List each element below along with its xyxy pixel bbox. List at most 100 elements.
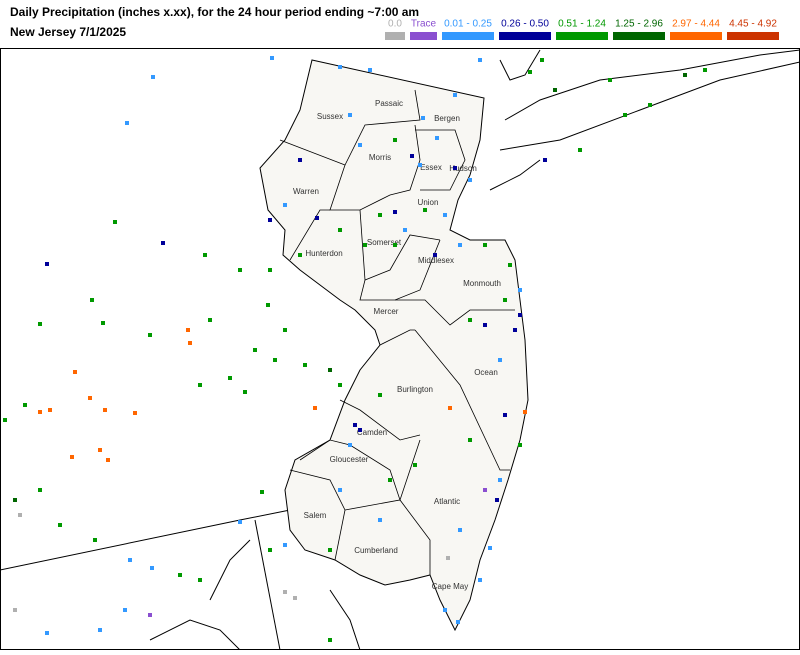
station-dot — [90, 298, 94, 302]
station-dot — [328, 368, 332, 372]
station-dot — [13, 498, 17, 502]
legend-swatch — [727, 32, 779, 40]
station-dot — [448, 406, 452, 410]
station-dot — [38, 322, 42, 326]
station-dot — [23, 403, 27, 407]
station-dot — [73, 370, 77, 374]
legend-label: Trace — [411, 19, 437, 30]
county-label: Gloucester — [330, 455, 369, 464]
station-dot — [458, 243, 462, 247]
county-label: Sussex — [317, 112, 343, 121]
station-dot — [253, 348, 257, 352]
station-dot — [268, 268, 272, 272]
county-label: Warren — [293, 187, 319, 196]
station-dot — [518, 443, 522, 447]
subtitle: New Jersey 7/1/2025 — [10, 25, 126, 39]
station-dot — [443, 608, 447, 612]
station-dot — [488, 546, 492, 550]
county-label: Passaic — [375, 99, 403, 108]
county-label: Ocean — [474, 368, 498, 377]
station-dot — [273, 358, 277, 362]
station-dot — [313, 406, 317, 410]
legend-label: 4.45 - 4.92 — [729, 19, 777, 30]
station-dot — [270, 56, 274, 60]
station-dot — [703, 68, 707, 72]
station-dot — [410, 154, 414, 158]
station-dot — [423, 208, 427, 212]
station-dot — [128, 558, 132, 562]
station-dot — [98, 628, 102, 632]
station-dot — [378, 393, 382, 397]
station-dot — [468, 178, 472, 182]
station-dot — [368, 68, 372, 72]
station-dot — [553, 88, 557, 92]
county-label: Middlesex — [418, 256, 454, 265]
station-dot — [70, 455, 74, 459]
stations — [3, 56, 707, 642]
station-dot — [3, 418, 7, 422]
legend-label: 0.01 - 0.25 — [444, 19, 492, 30]
station-dot — [338, 383, 342, 387]
station-dot — [498, 358, 502, 362]
station-dot — [266, 303, 270, 307]
station-dot — [208, 318, 212, 322]
station-dot — [125, 121, 129, 125]
station-dot — [293, 596, 297, 600]
county-label: Union — [418, 198, 439, 207]
station-dot — [13, 608, 17, 612]
county-label: Hunterdon — [305, 249, 342, 258]
station-dot — [148, 333, 152, 337]
station-dot — [133, 411, 137, 415]
station-dot — [283, 590, 287, 594]
station-dot — [260, 490, 264, 494]
station-dot — [148, 613, 152, 617]
station-dot — [283, 328, 287, 332]
station-dot — [478, 578, 482, 582]
station-dot — [446, 556, 450, 560]
station-dot — [543, 158, 547, 162]
station-dot — [348, 113, 352, 117]
station-dot — [38, 410, 42, 414]
station-dot — [483, 323, 487, 327]
legend-swatch — [410, 32, 437, 40]
station-dot — [303, 363, 307, 367]
station-dot — [238, 520, 242, 524]
station-dot — [353, 423, 357, 427]
station-dot — [18, 513, 22, 517]
station-dot — [513, 328, 517, 332]
station-dot — [338, 488, 342, 492]
station-dot — [161, 241, 165, 245]
legend-swatch — [670, 32, 722, 40]
legend-swatch — [499, 32, 551, 40]
station-dot — [503, 413, 507, 417]
station-dot — [328, 638, 332, 642]
station-dot — [113, 220, 117, 224]
station-dot — [495, 498, 499, 502]
station-dot — [88, 396, 92, 400]
station-dot — [101, 321, 105, 325]
legend-swatch — [385, 32, 405, 40]
station-dot — [283, 203, 287, 207]
county-label: Monmouth — [463, 279, 501, 288]
county-label: Essex — [420, 163, 442, 172]
station-dot — [498, 478, 502, 482]
station-dot — [363, 243, 367, 247]
station-dot — [283, 543, 287, 547]
station-dot — [151, 75, 155, 79]
legend-label: 0.51 - 1.24 — [558, 19, 606, 30]
station-dot — [228, 376, 232, 380]
station-dot — [468, 318, 472, 322]
county-label: Morris — [369, 153, 391, 162]
station-dot — [198, 383, 202, 387]
station-dot — [393, 138, 397, 142]
county-label: Cape May — [432, 582, 468, 591]
legend-swatch — [442, 32, 494, 40]
legend-label: 0.26 - 0.50 — [501, 19, 549, 30]
station-dot — [478, 58, 482, 62]
county-lines — [279, 89, 515, 575]
legend-label: 2.97 - 4.44 — [672, 19, 720, 30]
station-dot — [443, 213, 447, 217]
station-dot — [483, 243, 487, 247]
legend-swatch — [613, 32, 665, 40]
